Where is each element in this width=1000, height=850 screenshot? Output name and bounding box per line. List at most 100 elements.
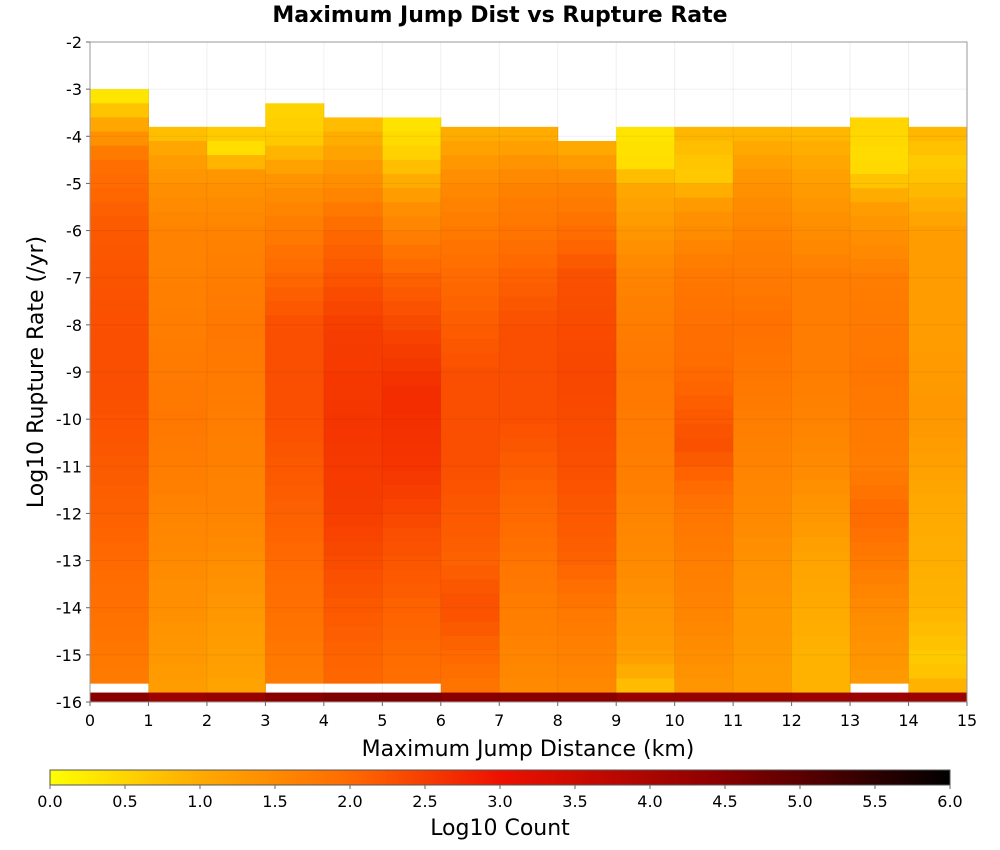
heatmap-cell [791,225,851,241]
heatmap-cell [557,551,617,566]
heatmap-cell [206,310,266,326]
x-tick-label: 10 [664,711,684,730]
heatmap-cell [382,598,442,613]
heatmap-cell [90,159,149,175]
heatmap-cell [440,452,500,467]
heatmap-cell [499,551,559,566]
heatmap-cell [323,640,383,656]
heatmap-cell [791,310,851,326]
heatmap-cell [557,155,617,170]
heatmap-cell [323,612,383,628]
heatmap-cell [148,254,208,269]
heatmap-cell [674,240,734,255]
heatmap-cell [90,131,149,147]
heatmap-cell [674,593,734,609]
heatmap-cell [148,551,208,566]
heatmap-cell [90,626,149,642]
heatmap-cell [616,310,676,326]
heatmap-cell [148,579,208,595]
heatmap-cell [265,527,325,543]
y-tick-label: -8 [66,316,82,335]
heatmap-cell [733,310,793,326]
heatmap-cell [733,494,793,510]
heatmap-cell [265,414,325,430]
heatmap-cell [382,357,442,373]
heatmap-cell [323,188,383,203]
heatmap-cell [148,409,208,425]
heatmap-cell [206,367,266,382]
heatmap-cell [616,678,676,694]
heatmap-cell [323,372,383,387]
heatmap-cell [733,240,793,255]
heatmap-cell [557,409,617,425]
heatmap-cell [616,240,676,255]
y-tick-label: -7 [66,269,82,288]
heatmap-cell [850,499,910,514]
heatmap-cell [148,310,208,326]
heatmap-cell [733,225,793,241]
heatmap-cell [323,626,383,642]
heatmap-cell [499,339,559,354]
heatmap-cell [440,197,500,213]
heatmap-cell [733,621,793,637]
heatmap-cell [440,395,500,411]
heatmap-cell [557,466,617,481]
heatmap-cell [733,438,793,453]
heatmap-cell [206,240,266,255]
heatmap-cell [616,169,676,184]
heatmap-cell [265,541,325,557]
colorbar-tick-label: 2.5 [412,792,437,811]
heatmap-cell [791,282,851,298]
heatmap-cell [265,513,325,529]
heatmap-cell [206,565,266,580]
heatmap-cell [265,428,325,444]
heatmap-cell [206,621,266,637]
heatmap-cell [90,230,149,246]
heatmap-cell [499,395,559,411]
heatmap-cell [733,593,793,609]
heatmap-cell [148,296,208,312]
heatmap-cell [499,678,559,694]
heatmap-cell [674,537,734,552]
heatmap-cell [440,141,500,156]
heatmap-cell [616,183,676,199]
heatmap-cell [908,423,968,439]
heatmap-cell [674,367,734,382]
heatmap-cell [440,537,500,552]
heatmap-cell [323,301,383,316]
heatmap-cell [791,395,851,411]
x-axis-ticks: 0 1 2 3 4 5 6 7 8 9 10 11 12 13 14 15 [85,702,977,730]
heatmap-cell [148,466,208,481]
heatmap-cell [90,372,149,387]
heatmap-cell [733,353,793,368]
heatmap-cell [148,282,208,298]
heatmap-cell [323,216,383,232]
heatmap-cell [557,438,617,453]
heatmap-cell [206,296,266,312]
heatmap-cell [90,570,149,585]
heatmap-cell [616,494,676,510]
heatmap-cell [206,508,266,524]
y-axis-label: Log10 Rupture Rate (/yr) [24,236,49,508]
heatmap-cell [382,159,442,175]
heatmap-cell [674,268,734,283]
heatmap-cell [557,183,617,199]
heatmap-cell [206,339,266,354]
heatmap-cell [674,678,734,694]
x-tick-label: 9 [611,711,621,730]
heatmap-cell [499,466,559,481]
heatmap-cell [206,353,266,368]
y-tick-label: -15 [56,646,82,665]
heatmap-cell [791,240,851,255]
y-tick-label: -11 [56,457,82,476]
heatmap-cell [90,669,149,684]
heatmap-cell [733,452,793,467]
heatmap-cell [791,636,851,651]
heatmap-cell [440,494,500,510]
heatmap-cell [382,400,442,415]
heatmap-cell [206,480,266,496]
heatmap-cell [206,268,266,283]
heatmap-cell [90,692,149,702]
x-tick-label: 14 [898,711,918,730]
heatmap-cell [90,485,149,500]
